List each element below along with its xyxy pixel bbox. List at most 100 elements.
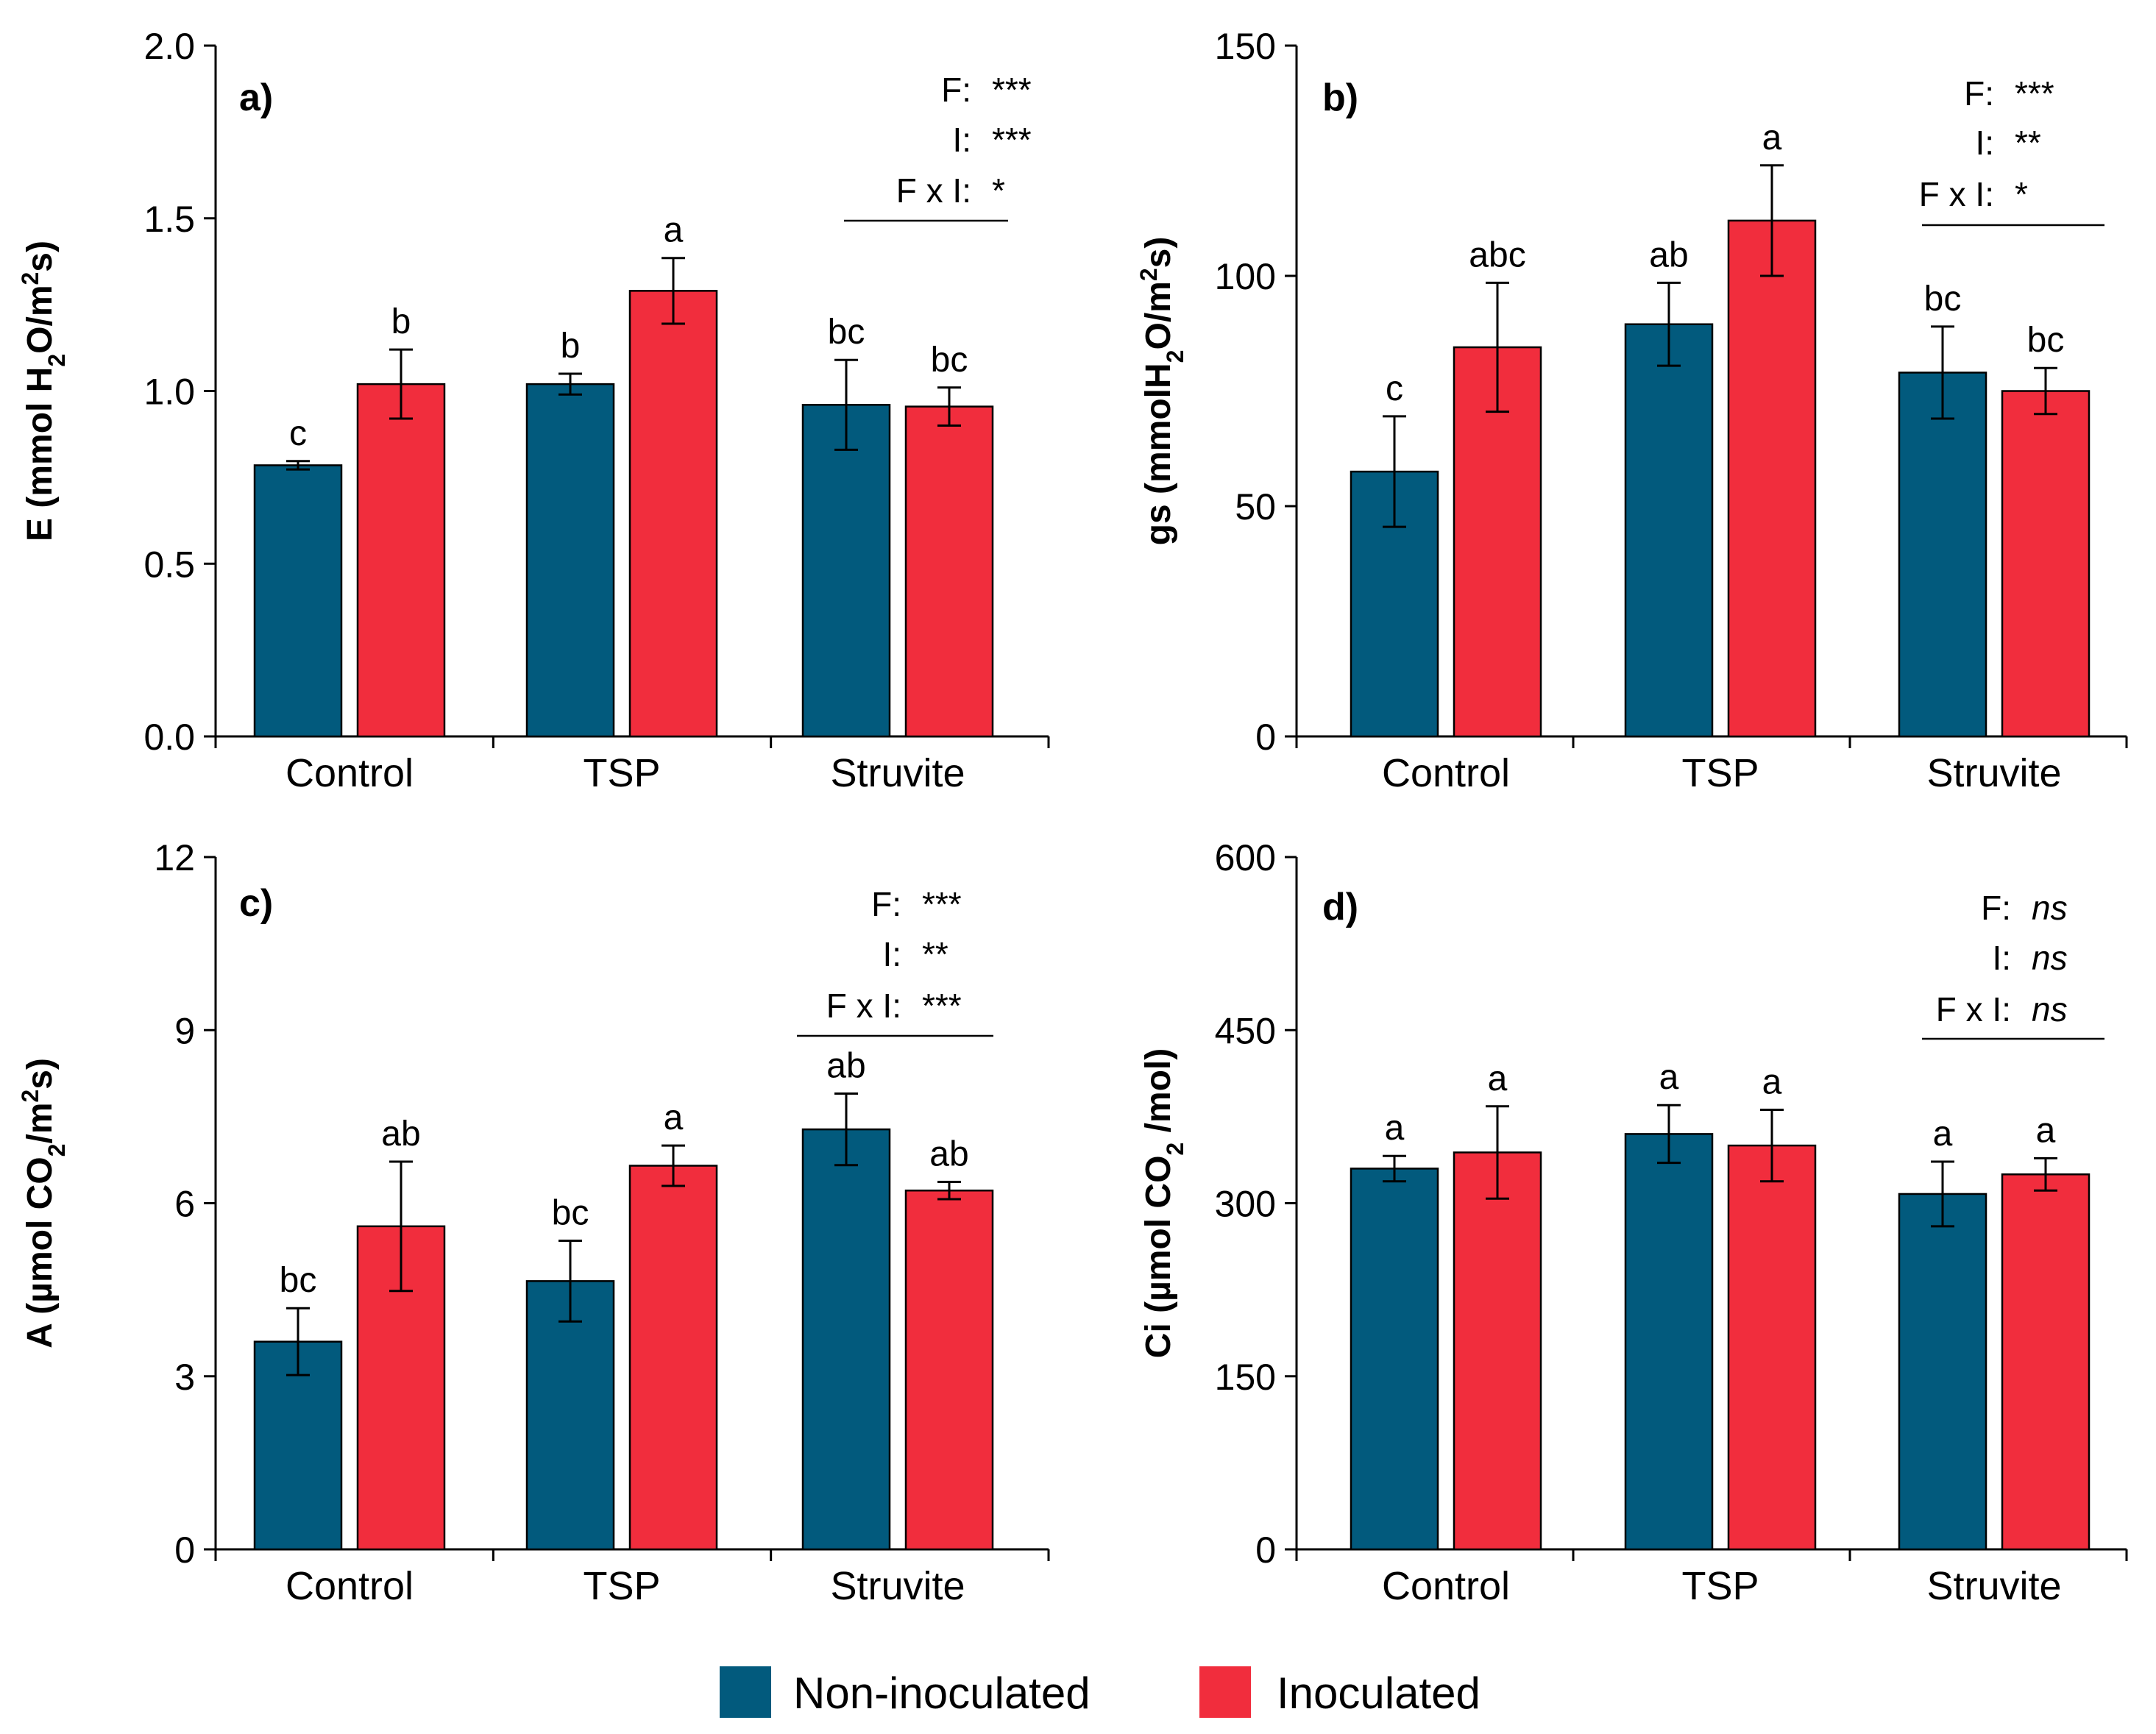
y-axis-label-part: s) <box>1139 237 1178 269</box>
category-label: Control <box>1382 1564 1510 1608</box>
y-axis-label-part: s) <box>21 1058 60 1090</box>
y-tick-label: 6 <box>174 1184 195 1225</box>
y-tick-label: 0 <box>174 1529 195 1571</box>
y-tick-label: 0 <box>1255 717 1276 758</box>
significance-label: I: <box>952 121 971 159</box>
y-axis-label-part: 2 <box>43 1144 70 1157</box>
significance-letter: ab <box>381 1115 420 1154</box>
panel-tag: d) <box>1322 886 1358 928</box>
significance-label: F x I: <box>896 171 971 210</box>
category-label: TSP <box>1681 1564 1759 1608</box>
category-label: Control <box>286 1564 414 1608</box>
significance-letter: bc <box>280 1261 317 1300</box>
legend-swatch <box>720 1666 771 1718</box>
category-label: Struvite <box>1926 751 2061 795</box>
panel-tag: a) <box>239 77 273 119</box>
bar <box>525 383 615 738</box>
significance-value: * <box>2015 175 2028 213</box>
y-axis-label-part: s) <box>21 241 60 272</box>
legend-swatch <box>1199 1666 1251 1718</box>
y-axis-label: Ci (µmol CO2 /mol) <box>1139 1048 1188 1358</box>
y-axis-label-part: E (mmol H <box>21 367 60 541</box>
category-label: Control <box>1382 751 1510 795</box>
significance-value: ** <box>2015 124 2041 162</box>
significance-letter: a <box>1659 1058 1679 1097</box>
y-axis-label-part: /m <box>21 1103 60 1144</box>
significance-letter: bc <box>828 313 865 352</box>
significance-value: *** <box>922 987 962 1025</box>
y-tick-label: 600 <box>1215 837 1276 878</box>
significance-label: F: <box>1964 74 1994 113</box>
y-axis-label-part: 2 <box>1162 350 1188 363</box>
significance-value: ns <box>2032 939 2068 977</box>
y-tick-label: 50 <box>1235 486 1276 527</box>
y-axis-label-part: O/m <box>21 285 60 353</box>
significance-label: F: <box>1981 889 2011 927</box>
bar <box>525 1280 615 1551</box>
bar <box>628 1165 718 1551</box>
category-label: Struvite <box>830 751 965 795</box>
y-tick-label: 1.5 <box>143 199 195 240</box>
panel-c: 0 3 6 9 12 Control TSP Struvite bc bc ab ab a ab c) F: *… <box>17 837 1050 1608</box>
y-tick-label: 0.0 <box>143 717 195 758</box>
y-axis-label: gs (mmolH2O/m2s) <box>1135 237 1188 546</box>
significance-letter: bc <box>1924 280 1962 319</box>
y-tick-label: 150 <box>1215 1357 1276 1398</box>
panel-tag: c) <box>239 882 273 925</box>
y-axis-label-part: /mol) <box>1139 1048 1178 1143</box>
y-tick-label: 450 <box>1215 1010 1276 1051</box>
bar <box>904 1189 994 1551</box>
bar <box>1453 1151 1542 1551</box>
y-tick-label: 100 <box>1215 256 1276 297</box>
bar <box>1727 219 1817 738</box>
bar <box>356 383 446 738</box>
significance-letter: c <box>289 414 307 453</box>
significance-letter: c <box>1386 369 1403 408</box>
significance-letter: ab <box>826 1047 865 1086</box>
bar <box>904 405 994 738</box>
significance-letter: bc <box>552 1193 589 1232</box>
bar <box>1624 1133 1714 1551</box>
significance-letter: b <box>561 327 581 366</box>
significance-label: F x I: <box>826 987 901 1025</box>
y-tick-label: 300 <box>1215 1184 1276 1225</box>
significance-label: F x I: <box>1919 175 1994 213</box>
bar <box>253 464 343 738</box>
bar <box>2001 390 2091 738</box>
bar <box>801 404 891 738</box>
y-tick-label: 1.0 <box>143 372 195 413</box>
significance-label: I: <box>882 935 901 973</box>
significance-value: *** <box>992 71 1032 109</box>
y-tick-label: 12 <box>154 837 195 878</box>
significance-label: I: <box>1992 939 2011 977</box>
significance-value: *** <box>922 885 962 923</box>
significance-letter: abc <box>1469 235 1525 274</box>
significance-label: F: <box>941 71 971 109</box>
y-axis-label-part: 2 <box>43 354 70 367</box>
bar <box>1624 323 1714 738</box>
y-tick-label: 150 <box>1215 26 1276 67</box>
panel-a: 0.0 0.5 1.0 1.5 2.0 Control TSP Struvite c b bc b a b… <box>17 26 1050 795</box>
significance-letter: a <box>1762 1062 1782 1101</box>
bar <box>1898 372 1987 738</box>
significance-value: * <box>992 171 1005 210</box>
category-label: Struvite <box>1926 1564 2061 1608</box>
category-label: Control <box>286 751 414 795</box>
y-axis-label: E (mmol H2O/m2s) <box>17 241 70 541</box>
category-label: TSP <box>583 751 660 795</box>
y-axis-label-part: O/m <box>1139 281 1178 349</box>
category-label: TSP <box>583 1564 660 1608</box>
significance-letter: b <box>391 302 411 341</box>
significance-letter: bc <box>931 341 968 380</box>
significance-letter: a <box>1488 1059 1508 1098</box>
category-label: TSP <box>1681 751 1759 795</box>
y-axis-label-part: 2 <box>17 1090 43 1103</box>
bar <box>1898 1193 1987 1551</box>
bar <box>628 290 718 738</box>
y-tick-label: 3 <box>174 1357 195 1398</box>
legend-label: Inoculated <box>1277 1669 1481 1718</box>
significance-letter: ab <box>929 1134 968 1173</box>
bar <box>2001 1173 2091 1551</box>
significance-value: *** <box>992 121 1032 159</box>
